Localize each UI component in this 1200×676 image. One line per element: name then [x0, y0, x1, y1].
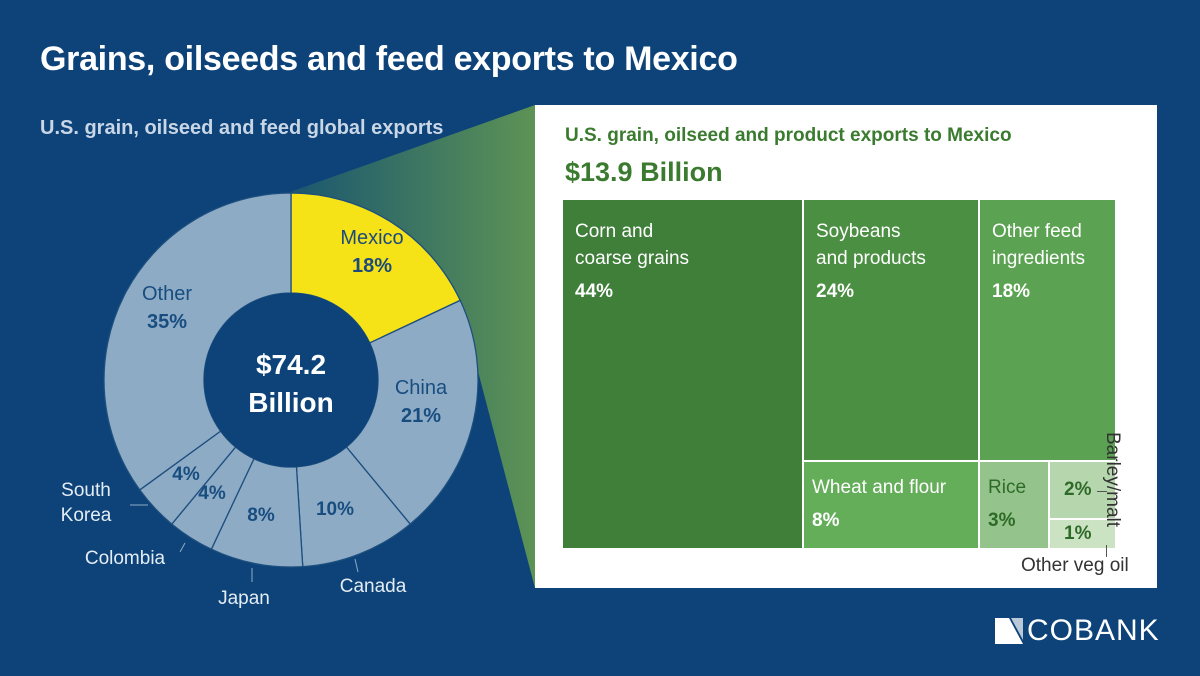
- slice-name-south-korea: South: [61, 480, 111, 501]
- slice-name-japan: Japan: [218, 588, 270, 609]
- cell-value: 44%: [575, 281, 614, 302]
- treemap-cell-wheat-and-flour: Wheat and flour 8%: [804, 462, 978, 548]
- slice-value-china: 21%: [401, 405, 441, 427]
- leader-line: [1097, 491, 1107, 492]
- donut-subtitle: U.S. grain, oilseed and feed global expo…: [40, 117, 444, 139]
- treemap-total: $13.9 Billion: [565, 157, 723, 187]
- slice-value-colombia: 4%: [198, 483, 226, 504]
- cell-label: Soybeans and products: [816, 221, 926, 269]
- slice-label-china: China: [395, 377, 448, 399]
- cell-value: 2%: [1064, 479, 1092, 500]
- cell-label: Other feed ingredients: [992, 221, 1085, 269]
- cell-label: Wheat and flour: [812, 477, 947, 498]
- cobank-logo-icon: [995, 618, 1023, 644]
- treemap-panel: U.S. grain, oilseed and product exports …: [535, 105, 1157, 588]
- slice-value-mexico: 18%: [352, 255, 392, 277]
- slice-label-mexico: Mexico: [340, 227, 403, 249]
- cell-label: Corn and coarse grains: [575, 221, 690, 269]
- leader-line: [1106, 545, 1107, 557]
- slice-value-canada: 10%: [316, 499, 354, 520]
- slice-value-japan: 8%: [247, 505, 275, 526]
- cobank-logo: COBANK: [995, 614, 1160, 648]
- leader-line: [179, 542, 186, 553]
- cell-value: 24%: [816, 281, 855, 302]
- slice-name-canada: Canada: [340, 576, 407, 597]
- barley-malt-label: Barley/malt: [1102, 432, 1123, 528]
- cell-value: 18%: [992, 281, 1031, 302]
- slice-name-colombia: Colombia: [85, 548, 166, 569]
- logo-text: COBANK: [1027, 614, 1160, 647]
- cell-value: 3%: [988, 510, 1016, 531]
- slice-label-other: Other: [142, 283, 192, 305]
- donut-center-label: Billion: [248, 387, 334, 418]
- treemap-cell-rice: Rice 3%: [980, 462, 1048, 548]
- slice-value-other: 35%: [147, 311, 187, 333]
- treemap-title: U.S. grain, oilseed and product exports …: [565, 125, 1012, 146]
- other-veg-oil-label: Other veg oil: [1021, 555, 1129, 576]
- treemap-cell-other-veg-oil: 1%: [1050, 520, 1115, 548]
- donut-hole: [204, 293, 378, 467]
- treemap-cell-soybeans-and-products: Soybeans and products 24%: [804, 200, 978, 460]
- treemap-cell-other-feed-ingredients: Other feed ingredients 18%: [980, 200, 1115, 460]
- treemap-cell-barley-malt: 2%: [1050, 462, 1115, 518]
- cell-value: 1%: [1064, 523, 1092, 544]
- cell-value: 8%: [812, 510, 840, 531]
- slice-name-south-korea: Korea: [61, 505, 112, 526]
- treemap-cell-corn-and-coarse-grains: Corn and coarse grains 44%: [563, 200, 802, 548]
- leader-line: [354, 558, 359, 573]
- page-title: Grains, oilseeds and feed exports to Mex…: [40, 40, 738, 78]
- donut-center-label: $74.2: [256, 349, 326, 380]
- slice-value-south-korea: 4%: [172, 464, 200, 485]
- cell-label: Rice: [988, 477, 1027, 498]
